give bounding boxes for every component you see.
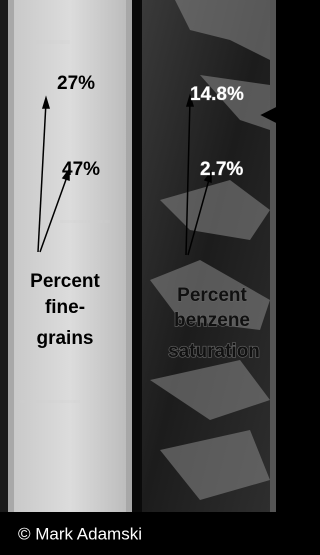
annotated-core-photo: 27% 47% Percent fine- grains 14.8% 2.7% … (0, 0, 276, 555)
right-caption-line: benzene (174, 310, 250, 331)
benzene-bottom-value: 2.7% (200, 159, 243, 180)
credit: © Mark Adamski (18, 524, 142, 543)
core-gap (132, 0, 142, 512)
fine-grain-top-value: 27% (57, 73, 95, 94)
right-edge (270, 0, 276, 512)
fine-grain-bottom-value: 47% (62, 159, 100, 180)
left-caption-line: fine- (45, 297, 85, 318)
left-caption-line: Percent (30, 271, 100, 292)
right-caption-line: Percent (177, 285, 247, 306)
left-caption-line: grains (36, 328, 93, 349)
right-caption-line: saturation (168, 341, 260, 362)
benzene-top-value: 14.8% (190, 84, 244, 105)
